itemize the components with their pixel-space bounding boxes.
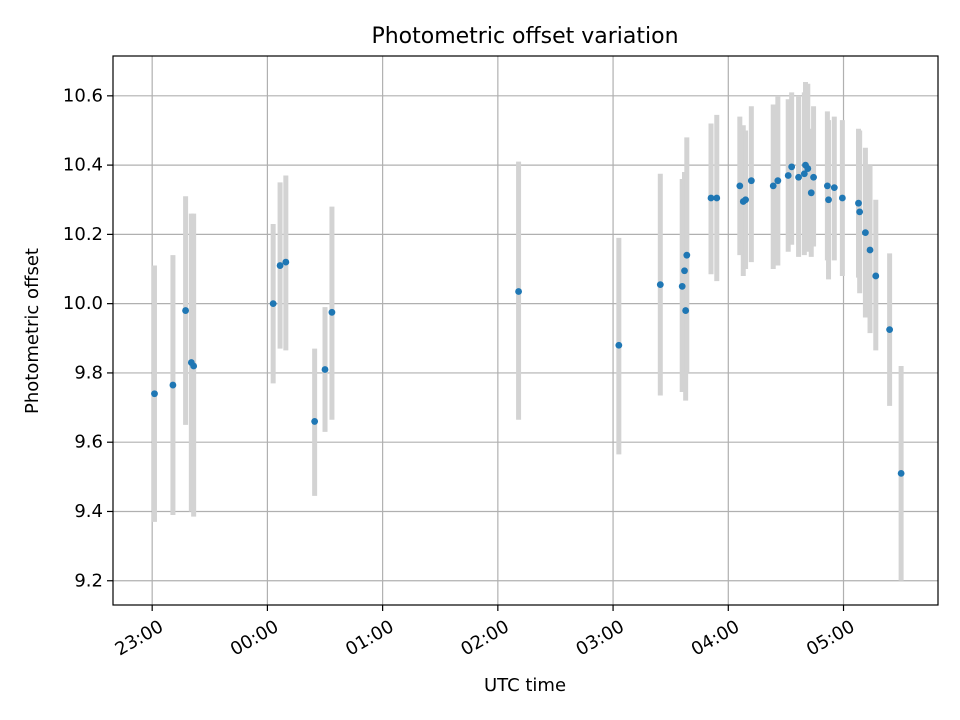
y-tick-label: 10.4 bbox=[63, 155, 103, 176]
data-point bbox=[182, 307, 189, 314]
data-point bbox=[713, 194, 721, 202]
data-point bbox=[825, 196, 832, 204]
data-point bbox=[683, 251, 691, 259]
data-point bbox=[872, 272, 880, 280]
data-point bbox=[615, 341, 623, 349]
y-tick-label: 10.0 bbox=[63, 293, 103, 314]
x-axis-label: UTC time bbox=[484, 675, 566, 696]
data-point bbox=[823, 182, 831, 190]
data-point bbox=[682, 307, 690, 314]
data-point bbox=[269, 300, 277, 308]
data-point bbox=[678, 282, 686, 290]
data-points bbox=[151, 161, 905, 477]
data-point bbox=[169, 381, 177, 389]
data-point bbox=[515, 288, 522, 295]
data-point bbox=[830, 184, 838, 192]
data-point bbox=[862, 229, 869, 237]
data-point bbox=[328, 308, 336, 316]
data-point bbox=[897, 469, 905, 477]
data-point bbox=[886, 326, 894, 334]
data-point bbox=[769, 182, 777, 190]
data-point bbox=[774, 177, 782, 185]
data-point bbox=[742, 196, 749, 204]
data-point bbox=[838, 194, 846, 202]
plot-frame bbox=[112, 55, 939, 606]
y-tick-label: 9.4 bbox=[74, 501, 103, 522]
data-point bbox=[681, 267, 688, 275]
chart-title: Photometric offset variation bbox=[371, 24, 678, 49]
data-point bbox=[855, 199, 862, 207]
y-tick-label: 9.6 bbox=[74, 432, 103, 453]
y-tick-label: 10.2 bbox=[63, 224, 103, 245]
data-point bbox=[747, 177, 755, 185]
data-point bbox=[788, 163, 796, 171]
data-point bbox=[190, 362, 198, 370]
data-point bbox=[795, 173, 802, 181]
data-point bbox=[311, 418, 319, 425]
y-tick-label: 9.2 bbox=[74, 570, 103, 591]
data-point bbox=[276, 262, 284, 269]
data-point bbox=[321, 366, 329, 373]
data-point bbox=[707, 194, 715, 202]
data-point bbox=[656, 281, 664, 289]
data-point bbox=[866, 246, 874, 254]
data-point bbox=[810, 173, 817, 181]
data-point bbox=[151, 390, 158, 398]
data-point bbox=[807, 189, 815, 197]
y-tick-label: 9.8 bbox=[74, 362, 103, 383]
data-point bbox=[784, 172, 792, 179]
data-point bbox=[856, 208, 864, 216]
y-tick-label: 10.6 bbox=[63, 85, 103, 106]
grid bbox=[113, 56, 938, 605]
y-axis-label: Photometric offset bbox=[22, 248, 43, 414]
data-point bbox=[800, 170, 808, 178]
data-point bbox=[804, 165, 812, 172]
y-axis-ticks: 9.2 9.4 9.6 9.8 10.0 10.2 10.4 10.6 bbox=[63, 85, 113, 591]
data-point bbox=[736, 182, 744, 190]
data-point bbox=[282, 258, 290, 266]
